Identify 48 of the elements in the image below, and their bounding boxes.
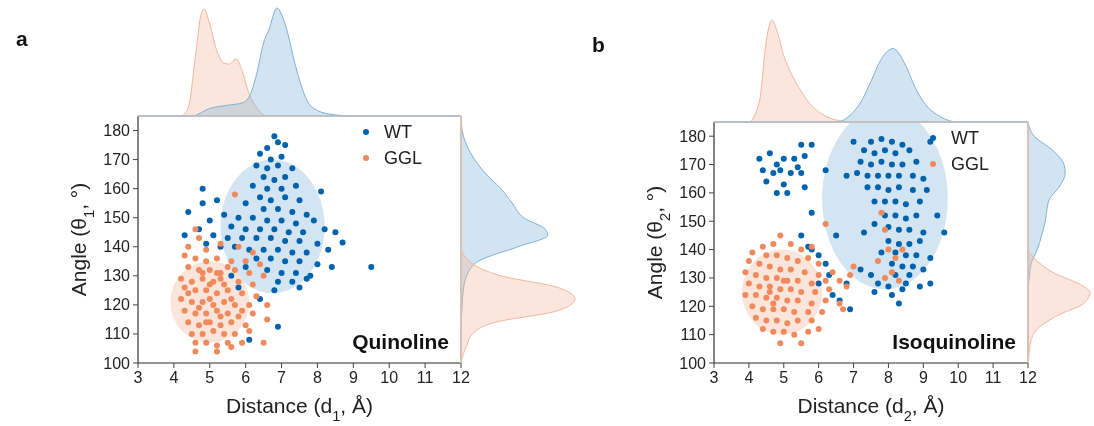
x-tick-label: 3: [133, 369, 143, 386]
y-tick-label: 130: [103, 267, 131, 285]
y-tick-label: 180: [103, 122, 131, 140]
x-tick-label: 10: [949, 369, 968, 386]
y-tick-label: 120: [679, 297, 707, 315]
annotation: Isoquinoline: [892, 330, 1016, 353]
x-tick-label: 4: [744, 369, 754, 386]
y-tick-label: 150: [679, 212, 707, 230]
x-axis-title: Distance (d$_{1}$, Å): [225, 394, 374, 424]
x-tick-label: 5: [205, 369, 215, 386]
x-tick-label: 8: [883, 369, 893, 386]
x-tick-label: 7: [849, 369, 859, 386]
x-tick-label: 3: [709, 369, 719, 386]
legend-label: WT: [384, 122, 412, 142]
x-tick-label: 11: [416, 369, 434, 386]
y-tick-label: 140: [103, 238, 131, 256]
y-tick-label: 100: [679, 354, 707, 372]
text: a: [16, 27, 28, 50]
y-tick-label: 120: [103, 296, 131, 314]
y-tick-label: 130: [679, 269, 707, 287]
legend-label: GGL: [951, 154, 990, 174]
x-tick-label: 12: [1019, 369, 1037, 386]
y-tick-label: 150: [103, 209, 131, 227]
x-tick-label: 8: [312, 369, 322, 386]
y-tick-label: 160: [103, 180, 131, 198]
y-tick-label: 160: [679, 184, 707, 202]
x-tick-label: 6: [241, 369, 251, 386]
annotation: Quinoline: [352, 330, 449, 353]
x-tick-label: 9: [348, 369, 358, 386]
x-tick-label: 10: [380, 369, 399, 386]
y-tick-label: 170: [103, 151, 131, 169]
y-tick-label: 110: [680, 326, 707, 344]
y-tick-label: 100: [103, 354, 131, 372]
y-tick-label: 170: [679, 156, 707, 174]
x-tick-label: 12: [452, 369, 470, 386]
x-tick-label: 9: [918, 369, 928, 386]
x-tick-label: 6: [814, 369, 824, 386]
x-tick-label: 7: [277, 369, 287, 386]
x-tick-label: 11: [984, 369, 1002, 386]
y-tick-label: 140: [679, 241, 707, 259]
x-tick-label: 5: [779, 369, 789, 386]
legend-label: GGL: [384, 148, 423, 168]
y-tick-label: 180: [679, 127, 707, 145]
text: b: [592, 33, 605, 56]
x-tick-label: 4: [169, 369, 179, 386]
x-axis-title: Distance (d$_{2}$, Å): [797, 394, 945, 424]
legend-label: WT: [951, 128, 979, 148]
y-tick-label: 110: [104, 325, 131, 343]
